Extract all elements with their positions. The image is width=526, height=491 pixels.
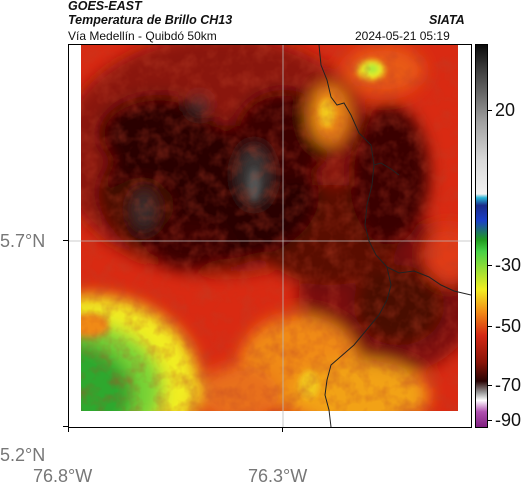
lat-label: 5.2°N [0,445,46,465]
satellite-map[interactable] [68,44,472,428]
department-border [318,45,392,427]
colorbar-tick [487,326,492,327]
lon-label: 76.3°W [248,466,308,486]
colorbar-label: -70 [495,375,522,395]
colorbar-tick [487,265,492,266]
colorbar-label: 20 [495,100,516,120]
timestamp-label: 2024-05-21 05:19 [355,29,450,43]
lat-label: 5.7°N [0,231,46,251]
colorbar-tick [487,110,492,111]
lon-label: 76.8°W [33,466,93,486]
department-border-east [386,266,471,296]
temperature-field [69,45,471,427]
colorbar-label: -30 [495,255,522,275]
colorbar-label: -90 [495,410,522,430]
colorbar-tick [487,420,492,421]
lon-tick [282,427,283,432]
lat-tick [63,426,68,427]
colorbar-tick [487,385,492,386]
source-label: SIATA [429,13,465,27]
lat-tick [63,240,68,241]
department-border-spur [373,162,400,176]
satellite-title: GOES-EAST [68,0,142,13]
lon-tick [68,427,69,432]
product-title: Temperatura de Brillo CH13 [68,13,233,27]
colorbar-label: -50 [495,316,522,336]
route-label: Vía Medellín - Quibdó 50km [68,29,217,43]
temperature-colorbar [475,44,488,428]
